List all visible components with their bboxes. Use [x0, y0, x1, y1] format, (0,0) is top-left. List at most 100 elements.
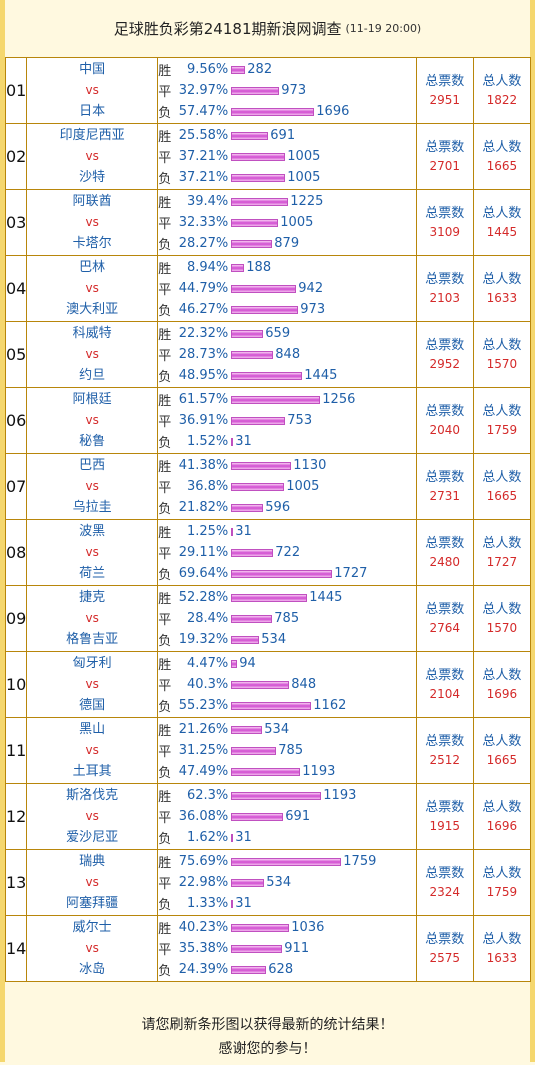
away-team[interactable]: 冰岛	[79, 962, 106, 977]
win-percent: 75.69%	[178, 854, 229, 869]
draw-row: 平 40.3% 848	[158, 674, 415, 695]
away-team[interactable]: 土耳其	[72, 764, 112, 779]
lose-row: 负 46.27% 973	[158, 299, 415, 320]
lose-row: 负 19.32% 534	[158, 629, 415, 650]
draw-label: 平	[158, 283, 172, 298]
win-label: 胜	[158, 328, 172, 343]
total-votes-cell: 总票数 2040	[415, 387, 474, 454]
lose-count: 1445	[304, 368, 338, 383]
total-votes-cell: 总票数 2324	[415, 849, 474, 916]
match-teams: 斯洛伐克 vs 爱沙尼亚	[26, 783, 159, 850]
match-teams: 巴林 vs 澳大利亚	[26, 255, 159, 322]
home-team[interactable]: 巴林	[79, 260, 106, 275]
total-people-label: 总人数	[482, 667, 522, 683]
draw-label: 平	[158, 415, 172, 430]
footer-line-1: 请您刷新条形图以获得最新的统计结果！	[141, 1017, 394, 1033]
match-row: 10 匈牙利 vs 德国 胜 4.47% 94 平 40.3% 848 负 55.23% 1162 总票数…	[4, 651, 532, 718]
draw-bar	[231, 416, 286, 425]
away-team[interactable]: 荷兰	[79, 566, 106, 581]
match-row: 13 瑞典 vs 阿塞拜疆 胜 75.69% 1759 平 22.98% 534 负 1.33% 31 总…	[4, 849, 532, 916]
away-team[interactable]: 秘鲁	[79, 434, 106, 449]
away-team[interactable]: 格鲁吉亚	[66, 632, 119, 647]
away-team[interactable]: 乌拉圭	[72, 500, 112, 515]
total-votes-cell: 总票数 2103	[415, 255, 474, 322]
match-teams: 阿联酋 vs 卡塔尔	[26, 189, 159, 256]
home-team[interactable]: 斯洛伐克	[66, 788, 119, 803]
away-team[interactable]: 爱沙尼亚	[66, 830, 119, 845]
lose-count: 1696	[316, 104, 350, 119]
win-count: 1225	[290, 194, 324, 209]
lose-percent: 1.62%	[186, 830, 229, 845]
match-number: 02	[4, 123, 28, 190]
lose-bar	[231, 833, 234, 842]
win-label: 胜	[158, 196, 172, 211]
lose-bar	[231, 305, 299, 314]
vote-bars: 胜 62.3% 1193 平 36.08% 691 负 1.62% 31	[157, 783, 417, 850]
home-team[interactable]: 威尔士	[72, 920, 112, 935]
total-people-label: 总人数	[482, 931, 522, 947]
draw-count: 942	[298, 281, 324, 296]
match-number: 06	[4, 387, 28, 454]
home-team[interactable]: 瑞典	[79, 854, 106, 869]
total-votes-label: 总票数	[425, 667, 465, 683]
total-people-value: 1696	[486, 686, 518, 701]
match-number: 03	[4, 189, 28, 256]
total-people-value: 1665	[486, 158, 518, 173]
vote-bars: 胜 22.32% 659 平 28.73% 848 负 48.95% 1445	[157, 321, 417, 388]
home-team[interactable]: 匈牙利	[72, 656, 112, 671]
vs-label: vs	[85, 215, 99, 229]
home-team[interactable]: 波黑	[79, 524, 106, 539]
draw-row: 平 36.91% 753	[158, 410, 415, 431]
total-people-value: 1445	[486, 224, 518, 239]
home-team[interactable]: 巴西	[79, 458, 106, 473]
lose-row: 负 1.62% 31	[158, 827, 415, 848]
total-votes-value: 2701	[429, 158, 461, 173]
home-team[interactable]: 阿根廷	[72, 392, 112, 407]
lose-label: 负	[158, 898, 172, 913]
home-team[interactable]: 印度尼西亚	[59, 128, 125, 143]
vs-label: vs	[85, 875, 99, 889]
away-team[interactable]: 沙特	[79, 170, 106, 185]
total-votes-label: 总票数	[425, 469, 465, 485]
away-team[interactable]: 日本	[79, 104, 106, 119]
win-label: 胜	[158, 922, 172, 937]
total-votes-label: 总票数	[425, 403, 465, 419]
away-team[interactable]: 德国	[79, 698, 106, 713]
win-count: 1193	[323, 788, 357, 803]
vs-label: vs	[85, 479, 99, 493]
win-label: 胜	[158, 64, 172, 79]
footer-note: 请您刷新条形图以获得最新的统计结果！ 感谢您的参与！	[0, 1010, 535, 1065]
match-row: 11 黑山 vs 土耳其 胜 21.26% 534 平 31.25% 785 负 47.49% 1193…	[4, 717, 532, 784]
away-team[interactable]: 阿塞拜疆	[66, 896, 119, 911]
win-count: 1130	[293, 458, 327, 473]
win-bar	[231, 461, 292, 470]
lose-label: 负	[158, 634, 172, 649]
total-votes-label: 总票数	[425, 931, 465, 947]
vote-bars: 胜 40.23% 1036 平 35.38% 911 负 24.39% 628	[157, 915, 417, 982]
lose-bar	[231, 569, 333, 578]
win-label: 胜	[158, 856, 172, 871]
home-team[interactable]: 中国	[79, 62, 106, 77]
lose-count: 1005	[287, 170, 321, 185]
lose-bar	[231, 701, 312, 710]
win-row: 胜 22.32% 659	[158, 323, 415, 344]
total-people-value: 1633	[486, 290, 518, 305]
home-team[interactable]: 黑山	[79, 722, 106, 737]
lose-percent: 47.49%	[178, 764, 229, 779]
lose-bar	[231, 107, 315, 116]
lose-percent: 57.47%	[178, 104, 229, 119]
draw-count: 534	[266, 875, 292, 890]
away-team[interactable]: 卡塔尔	[72, 236, 112, 251]
home-team[interactable]: 科威特	[72, 326, 112, 341]
away-team[interactable]: 澳大利亚	[66, 302, 119, 317]
home-team[interactable]: 捷克	[79, 590, 106, 605]
lose-row: 负 37.21% 1005	[158, 167, 415, 188]
vote-bars: 胜 1.25% 31 平 29.11% 722 负 69.64% 1727	[157, 519, 417, 586]
home-team[interactable]: 阿联酋	[72, 194, 112, 209]
lose-row: 负 69.64% 1727	[158, 563, 415, 584]
draw-bar	[231, 680, 290, 689]
draw-bar	[231, 482, 285, 491]
away-team[interactable]: 约旦	[79, 368, 106, 383]
draw-bar	[231, 548, 274, 557]
total-people-label: 总人数	[482, 271, 522, 287]
